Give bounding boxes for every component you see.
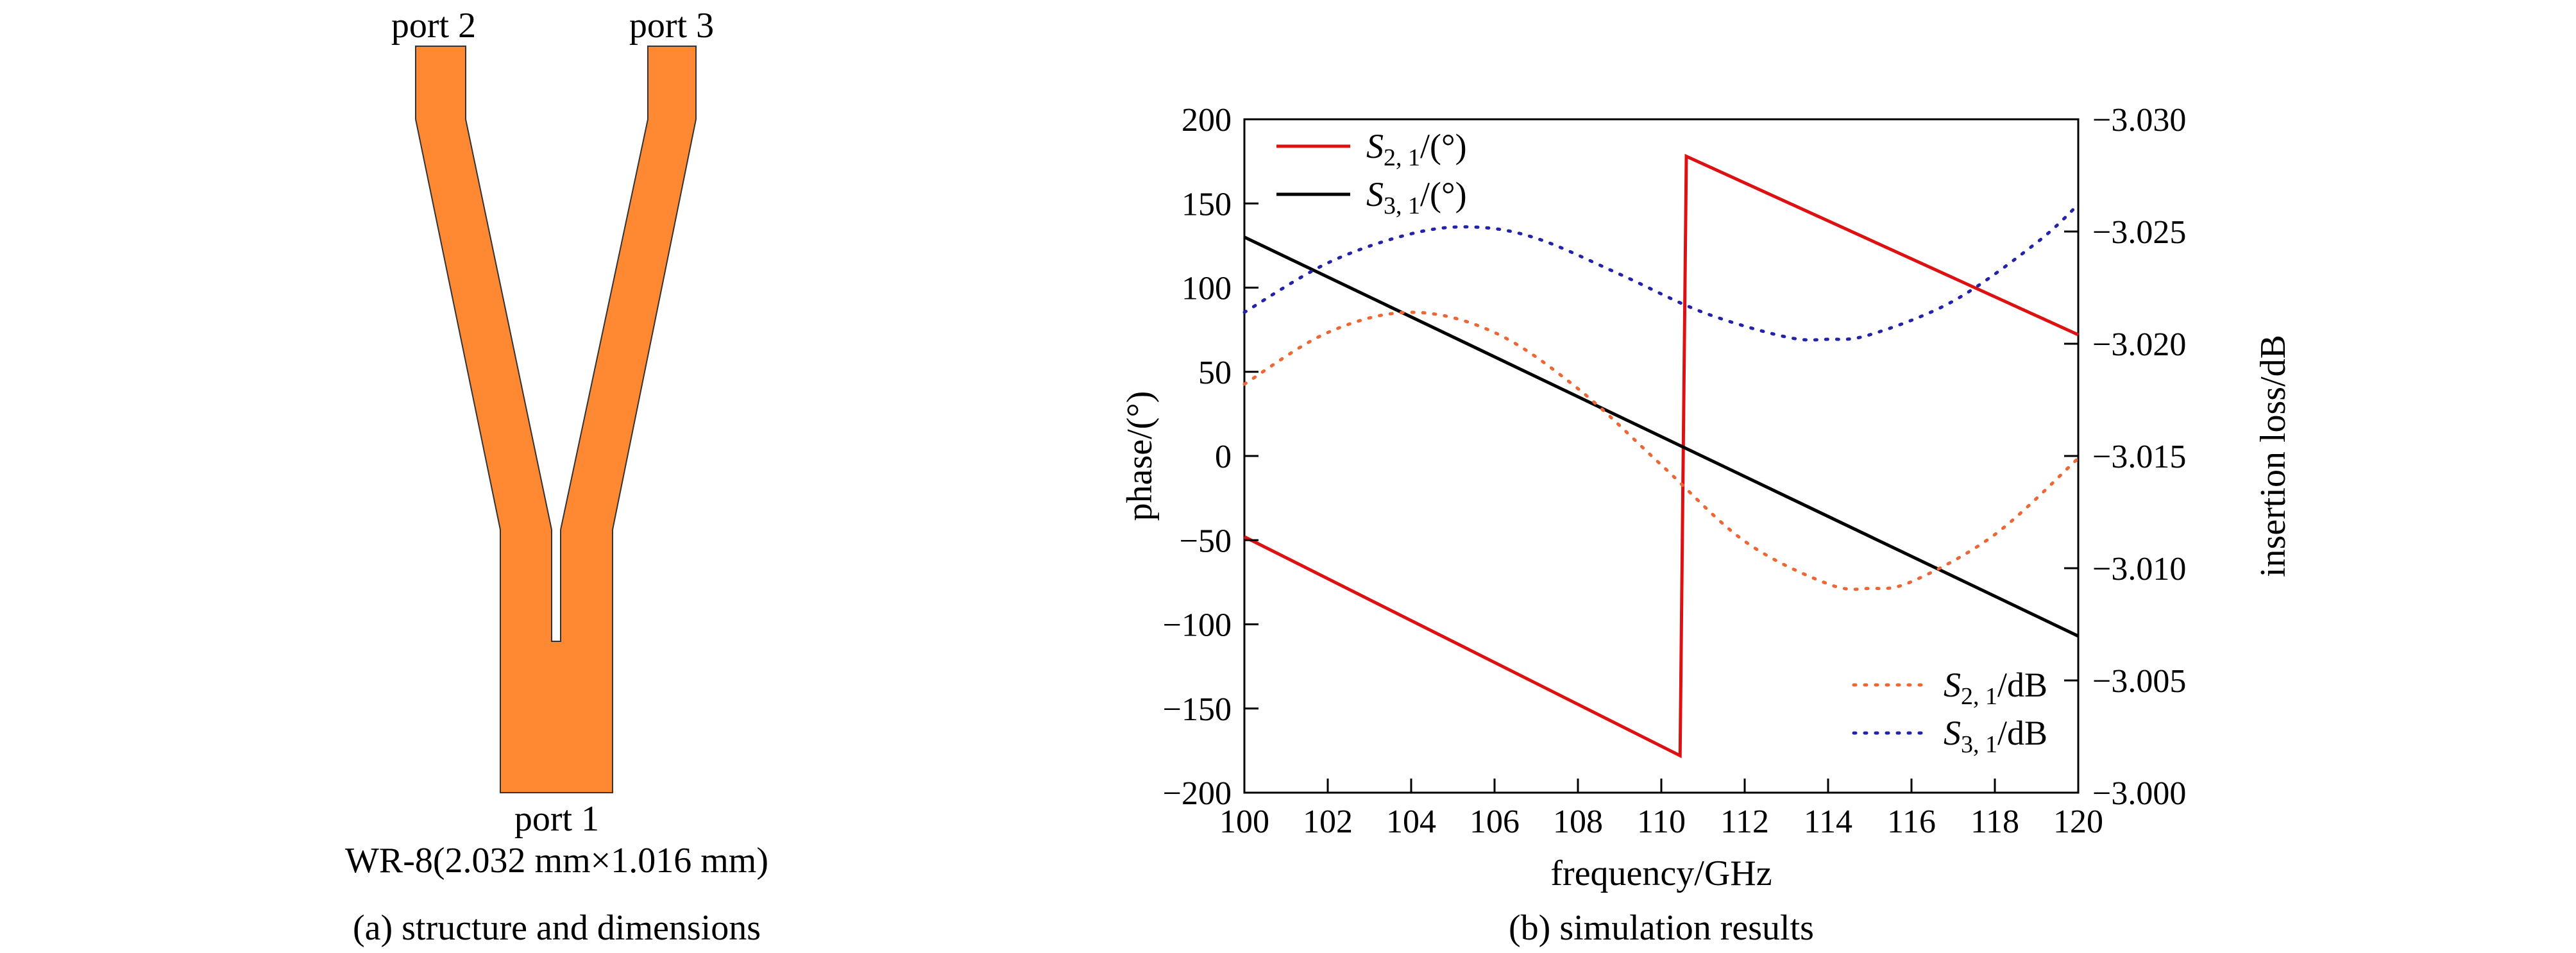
legend-entry-label: S2, 1/(°) [1366,127,1467,171]
x-tick-label: 108 [1553,804,1603,840]
x-tick-label: 110 [1637,804,1686,840]
series-S31_phase [1243,235,2080,638]
y2-tick-label: −3.030 [2092,102,2186,139]
y-junction-structure [415,46,697,793]
y-tick-label: −100 [1163,607,1232,644]
port-2-label: port 2 [391,6,476,46]
legend-entry-label: S2, 1/dB [1944,666,2047,710]
legend-entry-label: S3, 1/dB [1944,714,2047,758]
y2-tick-label: −3.015 [2092,439,2186,475]
x-tick-label: 102 [1303,804,1353,840]
waveguide-dimensions-label: WR-8(2.032 mm×1.016 mm) [345,841,768,881]
x-tick-label: 114 [1804,804,1852,840]
x-tick-label: 120 [2053,804,2103,840]
x-axis-label: frequency/GHz [1550,854,1772,893]
series-S21_phase [1243,153,2080,759]
y2-tick-label: −3.025 [2092,214,2186,251]
x-tick-label: 116 [1887,804,1936,840]
tick-layer: 100 102 104 106 108 110 112 114 116 118 120 200 150 1… [1163,102,2187,840]
y-tick-label: −50 [1180,523,1232,559]
panel-a-caption: (a) structure and dimensions [353,908,761,948]
y-axis-label: phase/(°) [1120,391,1160,521]
x-tick-label: 118 [1970,804,2019,840]
series-layer [1242,153,2080,759]
y-tick-label: 0 [1215,439,1232,475]
x-tick-label: 112 [1720,804,1769,840]
y2-tick-label: −3.010 [2092,551,2186,587]
x-tick-label: 106 [1470,804,1520,840]
y2-tick-label: −3.005 [2092,663,2186,700]
y-tick-label: 100 [1182,271,1232,307]
y2-tick-label: −3.020 [2092,326,2186,363]
y-tick-label: −150 [1163,691,1232,728]
series-S31_dB [1242,203,2080,342]
y-tick-label: 150 [1182,186,1232,223]
legend-entry-label: S3, 1/(°) [1366,175,1467,219]
y-tick-label: 200 [1182,102,1232,139]
y-tick-label: −200 [1163,775,1232,812]
panel-a: port 2 port 3 port 1 WR-8(2.032 mm×1.016… [345,6,768,948]
panel-b: 100 102 104 106 108 110 112 114 116 118 120 200 150 1… [1120,102,2293,948]
panel-b-caption: (b) simulation results [1509,908,1814,948]
y2-axis-label: insertion loss/dB [2253,335,2293,577]
port-1-label: port 1 [514,799,599,839]
series-S21_dB [1242,310,2080,591]
x-tick-label: 104 [1386,804,1436,840]
port-3-label: port 3 [629,6,714,46]
y2-tick-label: −3.000 [2092,775,2186,812]
y-tick-label: 50 [1198,355,1232,391]
x-tick-label: 100 [1219,804,1269,840]
